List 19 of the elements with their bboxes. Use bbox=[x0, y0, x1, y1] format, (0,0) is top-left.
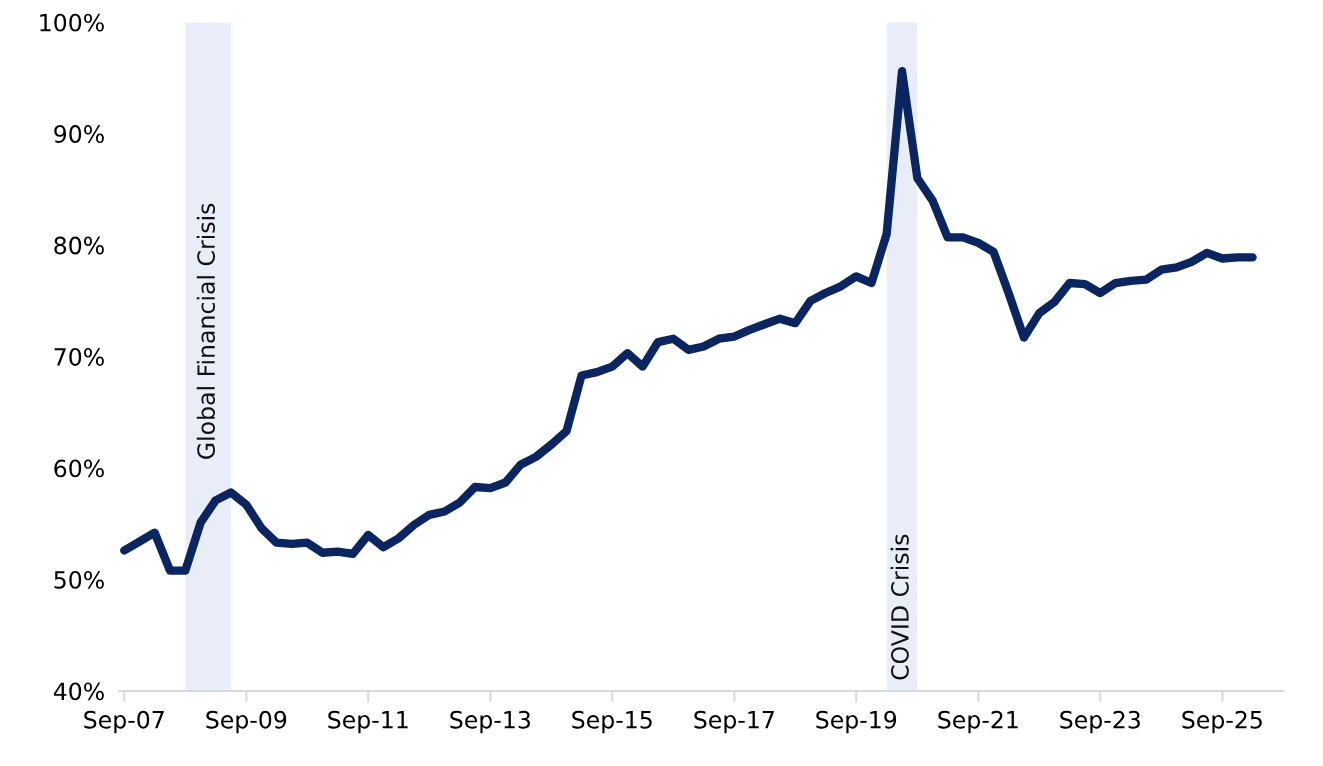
x-tick-label: Sep-15 bbox=[572, 710, 652, 734]
x-tick-label: Sep-09 bbox=[206, 710, 287, 734]
y-tick-label: 40% bbox=[53, 682, 104, 701]
x-tick-label: Sep-17 bbox=[694, 710, 774, 734]
y-tick-label: 100% bbox=[40, 13, 104, 32]
y-tick-label: 50% bbox=[54, 570, 104, 589]
band-label: Global Financial Crisis bbox=[196, 203, 216, 459]
x-tick-label: Sep-21 bbox=[938, 710, 1018, 734]
band-label: COVID Crisis bbox=[890, 534, 909, 680]
x-tick-label: Sep-07 bbox=[84, 710, 164, 734]
y-tick-label: 90% bbox=[54, 125, 104, 143]
y-tick-label: 70% bbox=[54, 348, 104, 366]
y-tick-label: 60% bbox=[54, 459, 104, 478]
x-tick-label: Sep-13 bbox=[450, 710, 530, 734]
x-tick-label: Sep-19 bbox=[816, 710, 897, 734]
x-tick-label: Sep-11 bbox=[328, 710, 408, 734]
x-tick-label: Sep-25 bbox=[1182, 710, 1262, 734]
y-tick-label: 80% bbox=[54, 236, 104, 255]
x-tick-label: Sep-23 bbox=[1060, 710, 1140, 734]
